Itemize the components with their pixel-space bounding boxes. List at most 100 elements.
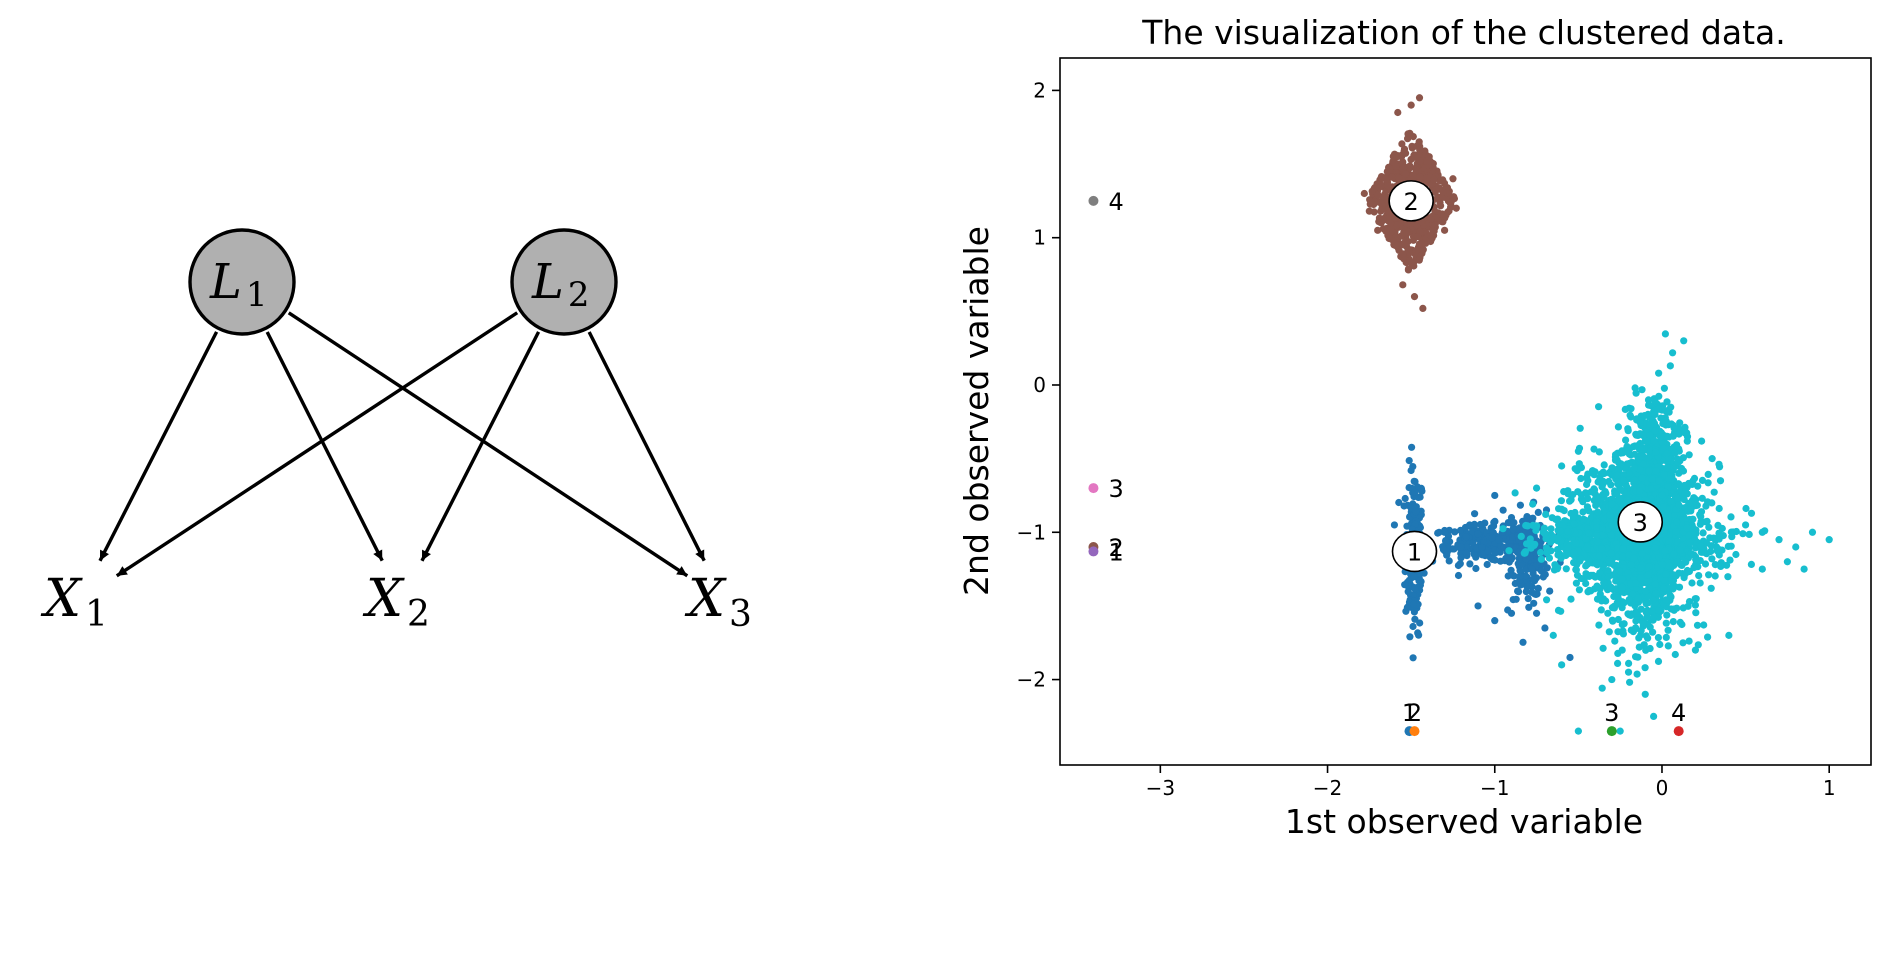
data-point bbox=[1655, 369, 1663, 377]
data-point bbox=[1579, 508, 1587, 516]
data-point bbox=[1590, 445, 1598, 453]
data-point bbox=[1549, 533, 1558, 541]
data-point bbox=[1602, 489, 1610, 497]
data-point bbox=[1645, 599, 1653, 607]
data-point bbox=[1507, 513, 1516, 522]
data-point bbox=[1626, 678, 1634, 686]
data-point bbox=[1675, 583, 1684, 591]
data-point bbox=[1607, 481, 1615, 489]
data-point bbox=[1466, 560, 1474, 568]
data-point bbox=[1633, 670, 1641, 678]
data-point bbox=[1708, 499, 1716, 507]
data-point bbox=[1491, 517, 1499, 526]
data-point bbox=[1686, 539, 1694, 547]
data-point bbox=[1566, 653, 1574, 662]
data-point bbox=[1629, 782, 1636, 789]
data-point bbox=[1592, 501, 1600, 509]
data-point bbox=[1625, 404, 1633, 412]
data-point bbox=[1622, 447, 1630, 455]
data-point bbox=[1638, 443, 1646, 451]
data-point bbox=[1417, 484, 1425, 493]
data-point bbox=[1439, 546, 1448, 554]
data-point bbox=[1669, 585, 1677, 593]
data-point bbox=[1683, 524, 1691, 532]
data-point bbox=[1695, 572, 1703, 580]
data-point bbox=[1564, 543, 1572, 552]
data-point bbox=[1701, 560, 1710, 568]
left-marker-3: 3 bbox=[1088, 475, 1124, 503]
data-point bbox=[1404, 265, 1413, 273]
data-point bbox=[1649, 628, 1657, 636]
data-point bbox=[1638, 550, 1646, 558]
marker-label: 1 bbox=[1108, 538, 1123, 566]
data-point bbox=[1411, 585, 1419, 593]
data-point bbox=[1606, 511, 1614, 519]
data-point bbox=[1632, 430, 1640, 438]
data-point bbox=[1406, 162, 1414, 170]
data-point bbox=[1577, 464, 1585, 472]
data-point bbox=[1505, 547, 1513, 555]
data-point bbox=[1382, 227, 1390, 235]
data-point bbox=[1677, 561, 1685, 569]
data-point bbox=[1608, 500, 1616, 508]
data-point bbox=[1524, 522, 1532, 530]
data-point bbox=[1572, 566, 1580, 574]
edge-l2-x3 bbox=[587, 331, 706, 562]
data-point bbox=[1443, 551, 1451, 559]
data-point bbox=[1537, 555, 1545, 563]
data-point bbox=[1808, 528, 1817, 536]
data-point bbox=[1707, 547, 1715, 556]
data-point bbox=[1593, 538, 1602, 546]
data-point bbox=[1405, 457, 1413, 465]
chart-title: The visualization of the clustered data. bbox=[1141, 13, 1785, 52]
data-point bbox=[1661, 547, 1669, 555]
data-point bbox=[1488, 555, 1497, 564]
cluster-mean-1: 1 bbox=[1391, 530, 1438, 573]
data-point bbox=[1514, 587, 1522, 595]
edge-l2-x2 bbox=[420, 331, 541, 562]
data-point bbox=[1592, 559, 1600, 567]
bottom-marker-4: 4 bbox=[1671, 699, 1686, 737]
data-point bbox=[1577, 474, 1585, 483]
data-point bbox=[1616, 533, 1625, 541]
data-point bbox=[1705, 571, 1713, 579]
data-point bbox=[1665, 562, 1673, 570]
data-point bbox=[1659, 420, 1667, 428]
plot-frame bbox=[1059, 57, 1872, 766]
y-tick-label: 0 bbox=[1033, 373, 1046, 397]
left-marker-4: 4 bbox=[1088, 188, 1124, 216]
data-point bbox=[1641, 412, 1649, 420]
data-point bbox=[1691, 601, 1699, 609]
marker-label: 3 bbox=[1108, 475, 1123, 503]
data-point bbox=[1692, 609, 1700, 617]
cluster-3-points bbox=[1499, 330, 1833, 789]
data-point bbox=[1729, 528, 1737, 536]
data-point bbox=[1410, 262, 1418, 270]
diagram-edges bbox=[98, 311, 706, 578]
x-axis-label: 1st observed variable bbox=[1285, 802, 1643, 841]
data-point bbox=[1637, 626, 1645, 635]
data-point bbox=[1608, 604, 1616, 612]
data-point bbox=[1662, 596, 1670, 604]
data-point bbox=[1636, 419, 1644, 427]
data-point bbox=[1377, 199, 1385, 207]
data-point bbox=[1665, 537, 1673, 545]
data-point bbox=[1711, 561, 1719, 569]
data-point bbox=[1705, 523, 1713, 531]
data-point bbox=[1696, 579, 1704, 587]
latent-node-circle bbox=[188, 228, 296, 336]
cluster-mean-circle bbox=[1388, 180, 1434, 222]
data-point bbox=[1616, 496, 1624, 504]
data-point bbox=[1654, 405, 1662, 413]
data-point bbox=[1650, 420, 1658, 428]
data-point bbox=[1401, 494, 1409, 503]
data-point bbox=[1620, 620, 1628, 628]
data-point bbox=[1669, 349, 1677, 357]
data-point bbox=[1714, 545, 1722, 553]
data-point bbox=[1707, 584, 1715, 592]
data-point bbox=[1590, 485, 1598, 493]
data-point bbox=[1451, 528, 1459, 536]
data-point bbox=[1407, 101, 1415, 109]
